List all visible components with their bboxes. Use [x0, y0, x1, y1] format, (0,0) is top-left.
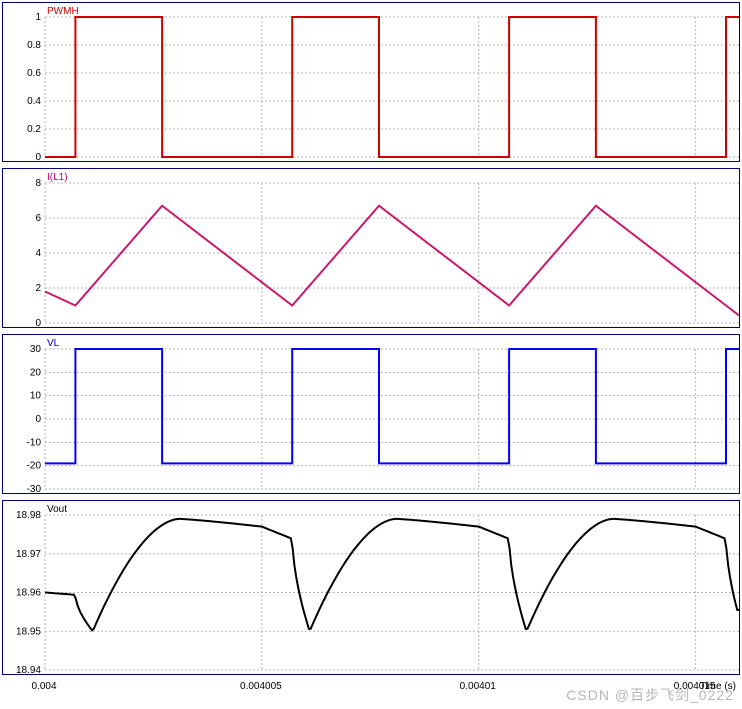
ytick-label: 0	[35, 152, 41, 163]
ytick-label: 6	[35, 213, 41, 224]
ytick-label: -20	[27, 461, 42, 472]
series-pwmh	[45, 17, 739, 157]
ytick-label: 0	[35, 318, 41, 329]
ytick-label: 18.97	[16, 549, 41, 560]
ytick-label: 0	[35, 414, 41, 425]
ytick-label: 30	[30, 344, 42, 355]
ytick-label: 0.2	[27, 124, 41, 135]
ytick-label: 0.4	[27, 96, 41, 107]
ytick-label: 18.98	[16, 510, 41, 521]
series-il1	[45, 206, 739, 316]
ytick-label: 20	[30, 367, 42, 378]
xtick-label: 0.004005	[240, 681, 282, 692]
ytick-label: 18.94	[16, 665, 41, 676]
series-vl	[45, 349, 739, 463]
pane-title: I(L1)	[47, 172, 68, 183]
xtick-label: 0.00401	[460, 681, 496, 692]
ytick-label: 0.8	[27, 40, 41, 51]
plot-il1: 0 2 4 6 8 I(L1)	[3, 169, 741, 329]
chart-pane-vl: -30 -20 -10 0 10 20 30 VL	[2, 334, 740, 494]
ytick-label: 18.95	[16, 626, 41, 637]
plot-vl: -30 -20 -10 0 10 20 30 VL	[3, 335, 741, 495]
series-vout	[45, 519, 739, 630]
ytick-label: 18.96	[16, 588, 41, 599]
plot-vout: 18.94 18.95 18.96 18.97 18.98 Vout	[3, 501, 741, 676]
xtick-label: 0.004	[31, 681, 56, 692]
ytick-label: -10	[27, 437, 42, 448]
ytick-label: 10	[30, 391, 42, 402]
chart-pane-pwmh: 0 0.2 0.4 0.6 0.8 1 PWMH	[2, 2, 740, 162]
watermark: CSDN @百步飞剑_0222	[566, 685, 734, 705]
plot-pwmh: 0 0.2 0.4 0.6 0.8 1 PWMH	[3, 3, 741, 163]
ytick-label: 1	[35, 12, 41, 23]
ytick-label: 2	[35, 283, 41, 294]
ytick-label: 8	[35, 178, 41, 189]
pane-title: VL	[47, 338, 60, 349]
ytick-label: 4	[35, 248, 41, 259]
pane-title: Vout	[47, 504, 67, 515]
pane-title: PWMH	[47, 6, 79, 17]
chart-pane-il1: 0 2 4 6 8 I(L1)	[2, 168, 740, 328]
ytick-label: -30	[27, 484, 42, 495]
chart-pane-vout: 18.94 18.95 18.96 18.97 18.98 Vout	[2, 500, 740, 675]
ytick-label: 0.6	[27, 68, 41, 79]
